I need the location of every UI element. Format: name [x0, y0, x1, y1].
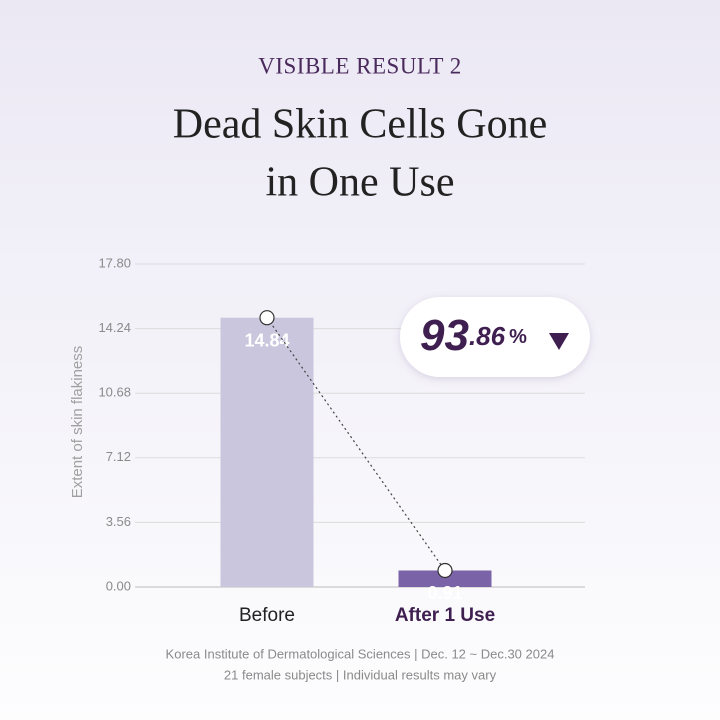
value-label: 14.84 [244, 330, 289, 350]
callout-box [400, 297, 590, 377]
y-axis-label: Extent of skin flakiness [69, 346, 86, 499]
y-tick-label: 10.68 [98, 385, 131, 400]
point [437, 562, 453, 579]
footnote: Korea Institute of Dermatological Scienc… [166, 646, 555, 661]
bar [398, 570, 492, 587]
bar [220, 317, 314, 587]
footnote: 21 female subjects | Individual results … [224, 667, 497, 682]
point [259, 310, 275, 326]
x-tick-label: Before [239, 605, 295, 626]
trend-line [266, 317, 446, 571]
x-tick-label: After 1 Use [395, 605, 495, 626]
y-tick-label: 0.00 [106, 578, 131, 593]
chart-title: in One Use [266, 160, 455, 206]
y-tick-label: 7.12 [106, 449, 131, 464]
y-tick-label: 17.80 [98, 255, 131, 270]
callout-fraction: .86 [469, 321, 506, 351]
chart-title: Dead Skin Cells Gone [173, 102, 547, 148]
y-tick-label: 3.56 [106, 514, 131, 529]
callout-text: 93.86% [420, 311, 527, 360]
header: VISIBLE RESULT 2 [258, 53, 462, 78]
callout [400, 297, 590, 377]
callout-whole: 93 [420, 311, 469, 360]
value-label: 0.91 [427, 583, 462, 603]
callout-unit: % [509, 326, 527, 348]
down-arrow [549, 333, 569, 350]
y-tick-label: 14.24 [98, 320, 131, 335]
